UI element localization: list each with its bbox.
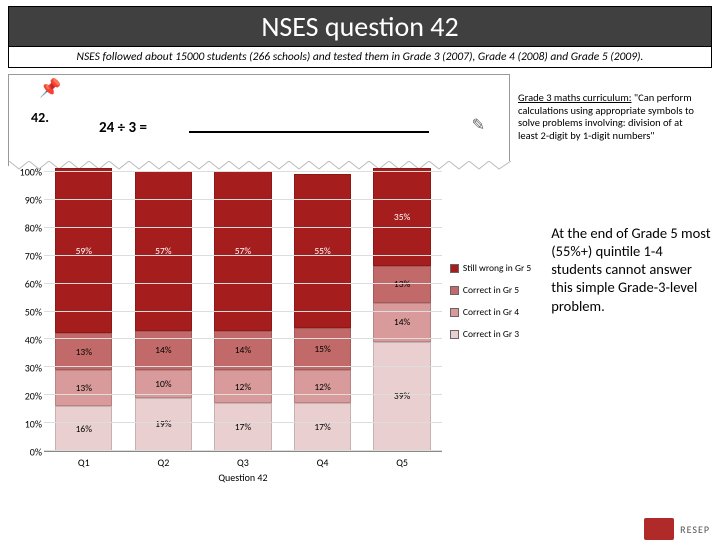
segment-gr4: 13% [55, 370, 112, 406]
segment-label: 12% [215, 381, 270, 393]
question-number: 42. [31, 109, 49, 126]
conclusion-text: At the end of Grade 5 most (55%+) quinti… [551, 172, 712, 484]
y-tick: 90% [25, 194, 42, 207]
segment-gr3: 16% [55, 406, 112, 451]
gridline [44, 227, 442, 228]
segment-gr5: 14% [214, 331, 271, 370]
y-tick: 80% [25, 222, 42, 235]
legend-label: Correct in Gr 3 [463, 328, 519, 340]
curriculum-note: Grade 3 maths curriculum: "Can perform c… [518, 74, 704, 142]
bar-Q1: 16%13%13%59% [44, 172, 124, 451]
segment-gr4: 14% [373, 303, 430, 342]
segment-wr5: 35% [373, 168, 430, 266]
segment-label: 35% [374, 211, 429, 223]
page-title: NSES question 42 [9, 9, 711, 44]
segment-label: 13% [56, 382, 111, 394]
segment-gr3: 17% [214, 403, 271, 451]
segment-gr3: 39% [373, 342, 430, 451]
legend-item: Correct in Gr 5 [450, 284, 543, 296]
segment-label: 13% [56, 346, 111, 358]
footer-logo: RESEP [644, 516, 710, 542]
y-tick: 0% [30, 446, 42, 459]
question-image: 📌 42. 24 ÷ 3 = ✎ [8, 74, 510, 166]
curriculum-heading: Grade 3 maths curriculum: [518, 91, 632, 104]
segment-gr5: 13% [373, 266, 430, 302]
legend-item: Correct in Gr 3 [450, 328, 543, 340]
x-tick: Q1 [44, 452, 124, 469]
legend-item: Still wrong in Gr 5 [450, 262, 543, 274]
segment-gr3: 17% [294, 403, 351, 451]
segment-wr5: 55% [294, 174, 351, 328]
stacked-bar-chart: 0%10%20%30%40%50%60%70%80%90%100% 16%13%… [8, 172, 442, 484]
legend-label: Still wrong in Gr 5 [463, 262, 531, 274]
y-axis: 0%10%20%30%40%50%60%70%80%90%100% [8, 172, 44, 452]
resep-logo-icon [644, 518, 674, 540]
bar-Q4: 85%17%12%15%55% [283, 172, 363, 451]
segment-gr5: 15% [294, 328, 351, 370]
segment-label: 10% [136, 378, 191, 390]
segment-label: 14% [136, 344, 191, 356]
gridline [44, 366, 442, 367]
gridline [44, 283, 442, 284]
legend-label: Correct in Gr 4 [463, 306, 519, 318]
legend-swatch [450, 330, 459, 339]
segment-gr4: 12% [294, 370, 351, 404]
y-tick: 20% [25, 390, 42, 403]
x-axis: Q1Q2Q3Q4Q5 [44, 452, 442, 469]
x-tick: Q2 [124, 452, 204, 469]
legend-item: Correct in Gr 4 [450, 306, 543, 318]
gridline [44, 338, 442, 339]
legend-label: Correct in Gr 5 [463, 284, 519, 296]
gridline [44, 171, 442, 172]
y-tick: 30% [25, 362, 42, 375]
gridline [44, 450, 442, 451]
gridline [44, 394, 442, 395]
page-subtitle: NSES followed about 15000 students (266 … [8, 47, 712, 68]
segment-label: 19% [136, 418, 191, 430]
segment-label: 39% [374, 390, 429, 402]
x-tick: Q4 [283, 452, 363, 469]
segment-label: 12% [295, 381, 350, 393]
x-tick: Q5 [362, 452, 442, 469]
segment-wr5: 57% [214, 171, 271, 331]
bar-Q2: 19% 10% 14% 57% [124, 172, 204, 451]
y-tick: 100% [20, 166, 42, 179]
segment-label: 15% [295, 343, 350, 355]
x-axis-title: Question 42 [44, 471, 442, 484]
plot-area: 16%13%13%59%19%10%14%57%17%12%14%57%85%1… [44, 172, 442, 452]
pencil-icon: ✎ [472, 115, 485, 135]
y-tick: 50% [25, 306, 42, 319]
bar-Q5: 39% 14% 13% 35% [362, 172, 442, 451]
segment-gr3: 19% [135, 398, 192, 451]
segment-label: 14% [215, 344, 270, 356]
y-tick: 60% [25, 278, 42, 291]
footer-org: RESEP [680, 523, 710, 536]
bar-Q3: 17% 12% 14% 57% [203, 172, 283, 451]
segment-wr5: 59% [55, 168, 112, 333]
segment-gr5: 14% [135, 331, 192, 370]
gridline [44, 199, 442, 200]
legend-swatch [450, 308, 459, 317]
segment-label: 16% [56, 423, 111, 435]
y-tick: 10% [25, 418, 42, 431]
y-tick: 70% [25, 250, 42, 263]
y-tick: 40% [25, 334, 42, 347]
answer-line [189, 131, 429, 133]
legend-swatch [450, 264, 459, 273]
title-bar: NSES question 42 [8, 6, 712, 47]
x-tick: Q3 [203, 452, 283, 469]
segment-wr5: 57% [135, 171, 192, 331]
bar-columns: 16%13%13%59%19%10%14%57%17%12%14%57%85%1… [44, 172, 442, 451]
chart-legend: Still wrong in Gr 5 Correct in Gr 5 Correc… [450, 172, 543, 484]
gridline [44, 422, 442, 423]
segment-label: 13% [374, 278, 429, 290]
gridline [44, 311, 442, 312]
legend-swatch [450, 286, 459, 295]
segment-label: 14% [374, 316, 429, 328]
segment-gr4: 12% [214, 370, 271, 404]
question-equation: 24 ÷ 3 = [99, 119, 147, 137]
gridline [44, 255, 442, 256]
pushpin-icon: 📌 [39, 77, 61, 99]
